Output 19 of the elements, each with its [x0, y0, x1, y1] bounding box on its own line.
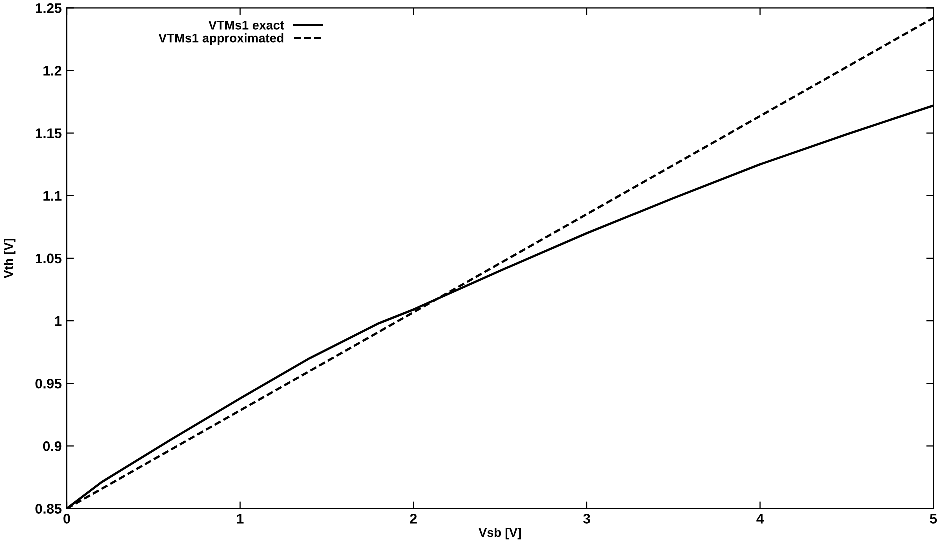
x-tick-label: 0: [64, 514, 70, 524]
legend-label: VTMs1 approximated: [158, 34, 284, 46]
y-tick-label: 1: [55, 316, 62, 326]
x-axis-title: Vsb [V]: [478, 528, 522, 540]
legend-label: VTMs1 exact: [208, 21, 284, 30]
y-tick-label: 1.1: [44, 191, 62, 201]
x-tick-label: 5: [930, 514, 938, 524]
x-tick-label: 2: [410, 514, 417, 524]
y-tick-label: 1.15: [36, 128, 62, 138]
y-tick-label: 0.95: [36, 378, 62, 389]
y-tick-label: 1.25: [36, 3, 62, 14]
y-tick-label: 1.2: [44, 66, 62, 76]
y-tick-label: 0.9: [43, 442, 62, 452]
x-tick-label: 1: [237, 514, 244, 524]
x-tick-label: 4: [756, 514, 764, 524]
x-tick-label: 3: [583, 514, 590, 524]
y-tick-label: 1.05: [36, 254, 62, 264]
y-axis-title: Vth [V]: [4, 239, 16, 279]
y-tick-label: 0.85: [36, 504, 62, 514]
